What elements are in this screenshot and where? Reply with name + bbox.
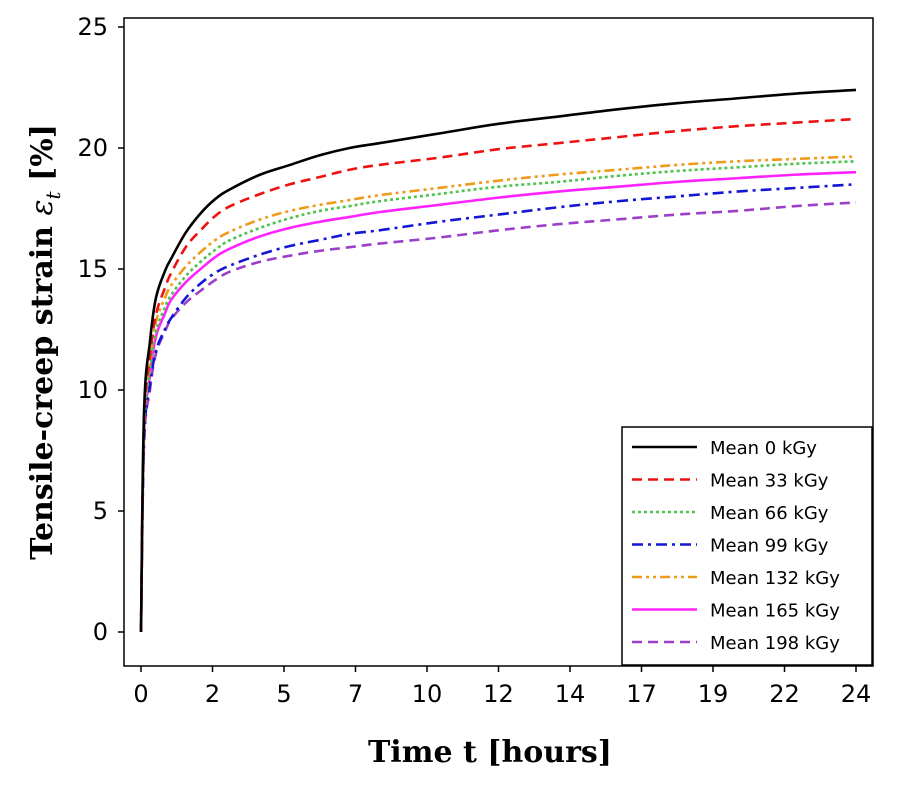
x-axis-title: Time t [hours]	[368, 735, 612, 770]
series-line-mean-99-kgy	[139, 183, 857, 633]
x-tick-label: 0	[133, 680, 148, 708]
x-tick-label: 12	[483, 680, 514, 708]
legend-label-mean-33-kgy: Mean 33 kGy	[710, 471, 829, 492]
y-tick-label: 15	[77, 255, 108, 283]
legend-label-mean-198-kgy: Mean 198 kGy	[710, 633, 840, 654]
series-line-mean-33-kgy	[139, 117, 857, 633]
y-axis-title-unit: [%]	[25, 124, 60, 191]
series-line-mean-198-kgy	[139, 201, 857, 633]
x-tick-label: 2	[205, 680, 220, 708]
series-line-mean-66-kgy	[139, 160, 857, 633]
legend-box	[621, 426, 873, 666]
legend-label-mean-132-kgy: Mean 132 kGy	[710, 568, 840, 589]
series-line-mean-0-kgy	[139, 88, 857, 633]
y-tick-label: 10	[77, 376, 108, 404]
x-tick-label: 17	[626, 680, 657, 708]
legend-label-mean-165-kgy: Mean 165 kGy	[710, 601, 840, 622]
y-axis: 0 5 10 15 20 25	[77, 13, 124, 646]
legend: Mean 0 kGy Mean 33 kGy Mean 66 kGy Mean 99 …	[621, 426, 873, 666]
series-group	[139, 88, 857, 633]
y-tick-label: 25	[77, 13, 108, 41]
y-axis-title: Tensile-creep strain εt [%]	[25, 124, 65, 560]
x-tick-label: 5	[276, 680, 291, 708]
x-axis: 0 2 5 7 10 12 14 17 19 22 24	[133, 666, 871, 708]
legend-label-mean-99-kgy: Mean 99 kGy	[710, 536, 829, 557]
series-line-mean-132-kgy	[139, 155, 857, 633]
y-tick-label: 0	[93, 618, 108, 646]
x-tick-label: 10	[412, 680, 443, 708]
x-tick-label: 19	[698, 680, 729, 708]
x-tick-label: 7	[348, 680, 363, 708]
y-tick-label: 20	[77, 134, 108, 162]
x-tick-label: 22	[769, 680, 800, 708]
y-axis-title-main: Tensile-creep strain	[25, 216, 60, 560]
y-tick-label: 5	[93, 497, 108, 525]
legend-label-mean-0-kgy: Mean 0 kGy	[710, 438, 817, 459]
x-tick-label: 24	[841, 680, 872, 708]
x-tick-label: 14	[555, 680, 586, 708]
y-axis-title-subscript: t	[41, 190, 65, 199]
y-axis-title-symbol: ε	[25, 199, 60, 215]
legend-label-mean-66-kgy: Mean 66 kGy	[710, 503, 829, 524]
